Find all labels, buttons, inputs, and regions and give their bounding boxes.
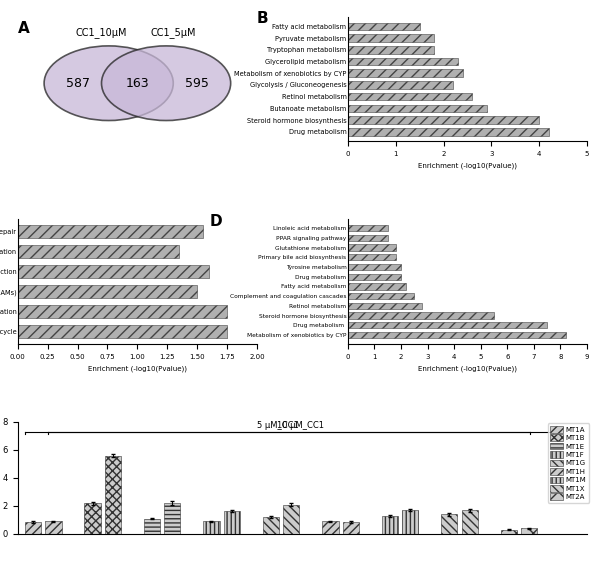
Bar bbox=[348, 303, 422, 309]
Bar bbox=[25, 522, 41, 534]
X-axis label: Enrichment (-log10(Pvalue)): Enrichment (-log10(Pvalue)) bbox=[88, 365, 187, 371]
Bar bbox=[500, 530, 517, 534]
Bar bbox=[348, 264, 401, 270]
Bar bbox=[348, 69, 463, 77]
Bar bbox=[382, 516, 398, 534]
Bar bbox=[105, 456, 121, 534]
Text: 163: 163 bbox=[126, 76, 149, 90]
Bar bbox=[348, 116, 539, 124]
Bar bbox=[348, 322, 547, 328]
Bar bbox=[348, 235, 388, 241]
Bar bbox=[18, 245, 179, 258]
Bar bbox=[348, 34, 434, 42]
Text: CC1_10μM: CC1_10μM bbox=[76, 26, 127, 38]
Bar bbox=[348, 128, 549, 135]
Bar bbox=[348, 293, 415, 300]
Circle shape bbox=[44, 46, 173, 120]
Bar bbox=[521, 528, 537, 534]
Bar bbox=[348, 254, 396, 261]
Bar bbox=[283, 505, 299, 534]
Legend: MT1A, MT1B, MT1E, MT1F, MT1G, MT1H, MT1M, MT1X, MT2A: MT1A, MT1B, MT1E, MT1F, MT1G, MT1H, MT1M… bbox=[548, 423, 589, 503]
Text: B: B bbox=[257, 11, 269, 26]
Bar bbox=[348, 58, 458, 65]
Bar bbox=[18, 305, 227, 318]
Bar bbox=[18, 285, 197, 298]
Bar bbox=[343, 522, 359, 534]
Bar bbox=[203, 522, 219, 534]
Bar bbox=[402, 510, 418, 534]
Bar bbox=[263, 517, 279, 534]
Bar bbox=[348, 225, 388, 232]
Bar bbox=[348, 46, 434, 53]
Bar bbox=[164, 503, 180, 534]
Bar bbox=[348, 93, 472, 101]
Text: 587: 587 bbox=[66, 76, 90, 90]
Bar bbox=[84, 503, 101, 534]
Bar bbox=[348, 312, 494, 319]
Text: 595: 595 bbox=[185, 76, 209, 90]
Bar bbox=[322, 522, 339, 534]
Bar bbox=[348, 244, 396, 251]
Bar bbox=[348, 274, 401, 280]
Text: CC1_5μM: CC1_5μM bbox=[151, 26, 196, 38]
X-axis label: Enrichment (-log10(Pvalue)): Enrichment (-log10(Pvalue)) bbox=[418, 365, 517, 371]
Bar bbox=[144, 519, 160, 534]
Text: D: D bbox=[209, 215, 222, 229]
Bar bbox=[348, 283, 406, 289]
Bar bbox=[441, 514, 457, 534]
Bar bbox=[461, 510, 478, 534]
Text: 5 μM_CC1: 5 μM_CC1 bbox=[257, 421, 299, 430]
Bar bbox=[224, 511, 240, 534]
Bar bbox=[18, 265, 209, 278]
Bar bbox=[348, 332, 566, 338]
Bar bbox=[348, 105, 487, 112]
X-axis label: Enrichment (-log10(Pvalue)): Enrichment (-log10(Pvalue)) bbox=[418, 162, 517, 169]
Bar bbox=[348, 22, 420, 30]
Bar bbox=[18, 225, 203, 238]
Bar bbox=[348, 81, 453, 89]
Bar bbox=[18, 325, 227, 338]
Text: 10 μM_CC1: 10 μM_CC1 bbox=[277, 421, 324, 430]
Text: A: A bbox=[18, 21, 30, 36]
Circle shape bbox=[101, 46, 231, 120]
Bar bbox=[45, 522, 62, 534]
